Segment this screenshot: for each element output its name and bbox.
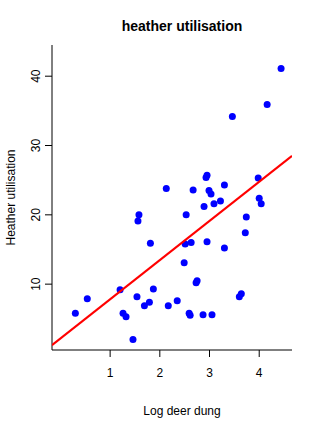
point (190, 186, 197, 193)
point (84, 295, 91, 302)
title: heather utilisation (122, 18, 243, 34)
x-axis-label: Log deer dung (143, 404, 220, 418)
point (165, 302, 172, 309)
point (208, 191, 215, 198)
point (204, 172, 211, 179)
point (229, 113, 236, 120)
x-tick-label: 2 (156, 366, 163, 380)
point (264, 101, 271, 108)
point (146, 299, 153, 306)
x-tick (209, 350, 210, 357)
point (163, 185, 170, 192)
point (221, 245, 228, 252)
point (221, 182, 228, 189)
point (72, 310, 79, 317)
point (134, 218, 141, 225)
x-tick-label: 4 (256, 366, 263, 380)
y-tick (45, 145, 52, 146)
y-tick (45, 214, 52, 215)
y-tick-label: 10 (29, 277, 43, 291)
point (194, 277, 201, 284)
y-tick (45, 284, 52, 285)
point (188, 239, 195, 246)
point (204, 238, 211, 245)
point (278, 65, 285, 72)
point (129, 336, 136, 343)
point (242, 229, 249, 236)
y-axis-line (52, 45, 53, 350)
y-tick-label: 40 (29, 69, 43, 83)
background (0, 0, 322, 435)
x-tick (110, 350, 111, 357)
point (181, 259, 188, 266)
point (258, 200, 265, 207)
y-tick (45, 76, 52, 77)
point (200, 311, 207, 318)
point (210, 200, 217, 207)
point (217, 197, 224, 204)
x-tick (259, 350, 260, 357)
point (243, 213, 250, 220)
point (174, 297, 181, 304)
point (135, 211, 142, 218)
point (201, 203, 208, 210)
point (238, 290, 245, 297)
point (123, 313, 130, 320)
chart: heather utilisation Log deer dung Heather … (0, 0, 322, 435)
x-tick (159, 350, 160, 357)
point (150, 286, 157, 293)
fit-line (52, 156, 292, 345)
y-axis-label: Heather utilisation (4, 149, 18, 245)
point (147, 240, 154, 247)
point (183, 211, 190, 218)
y-tick-label: 20 (29, 208, 43, 222)
plot-area (52, 65, 292, 345)
point (209, 311, 216, 318)
point (187, 312, 194, 319)
y-tick-label: 30 (29, 139, 43, 153)
x-tick-label: 1 (107, 366, 114, 380)
x-tick-label: 3 (206, 366, 213, 380)
point (133, 293, 140, 300)
x-axis-line (52, 350, 292, 351)
